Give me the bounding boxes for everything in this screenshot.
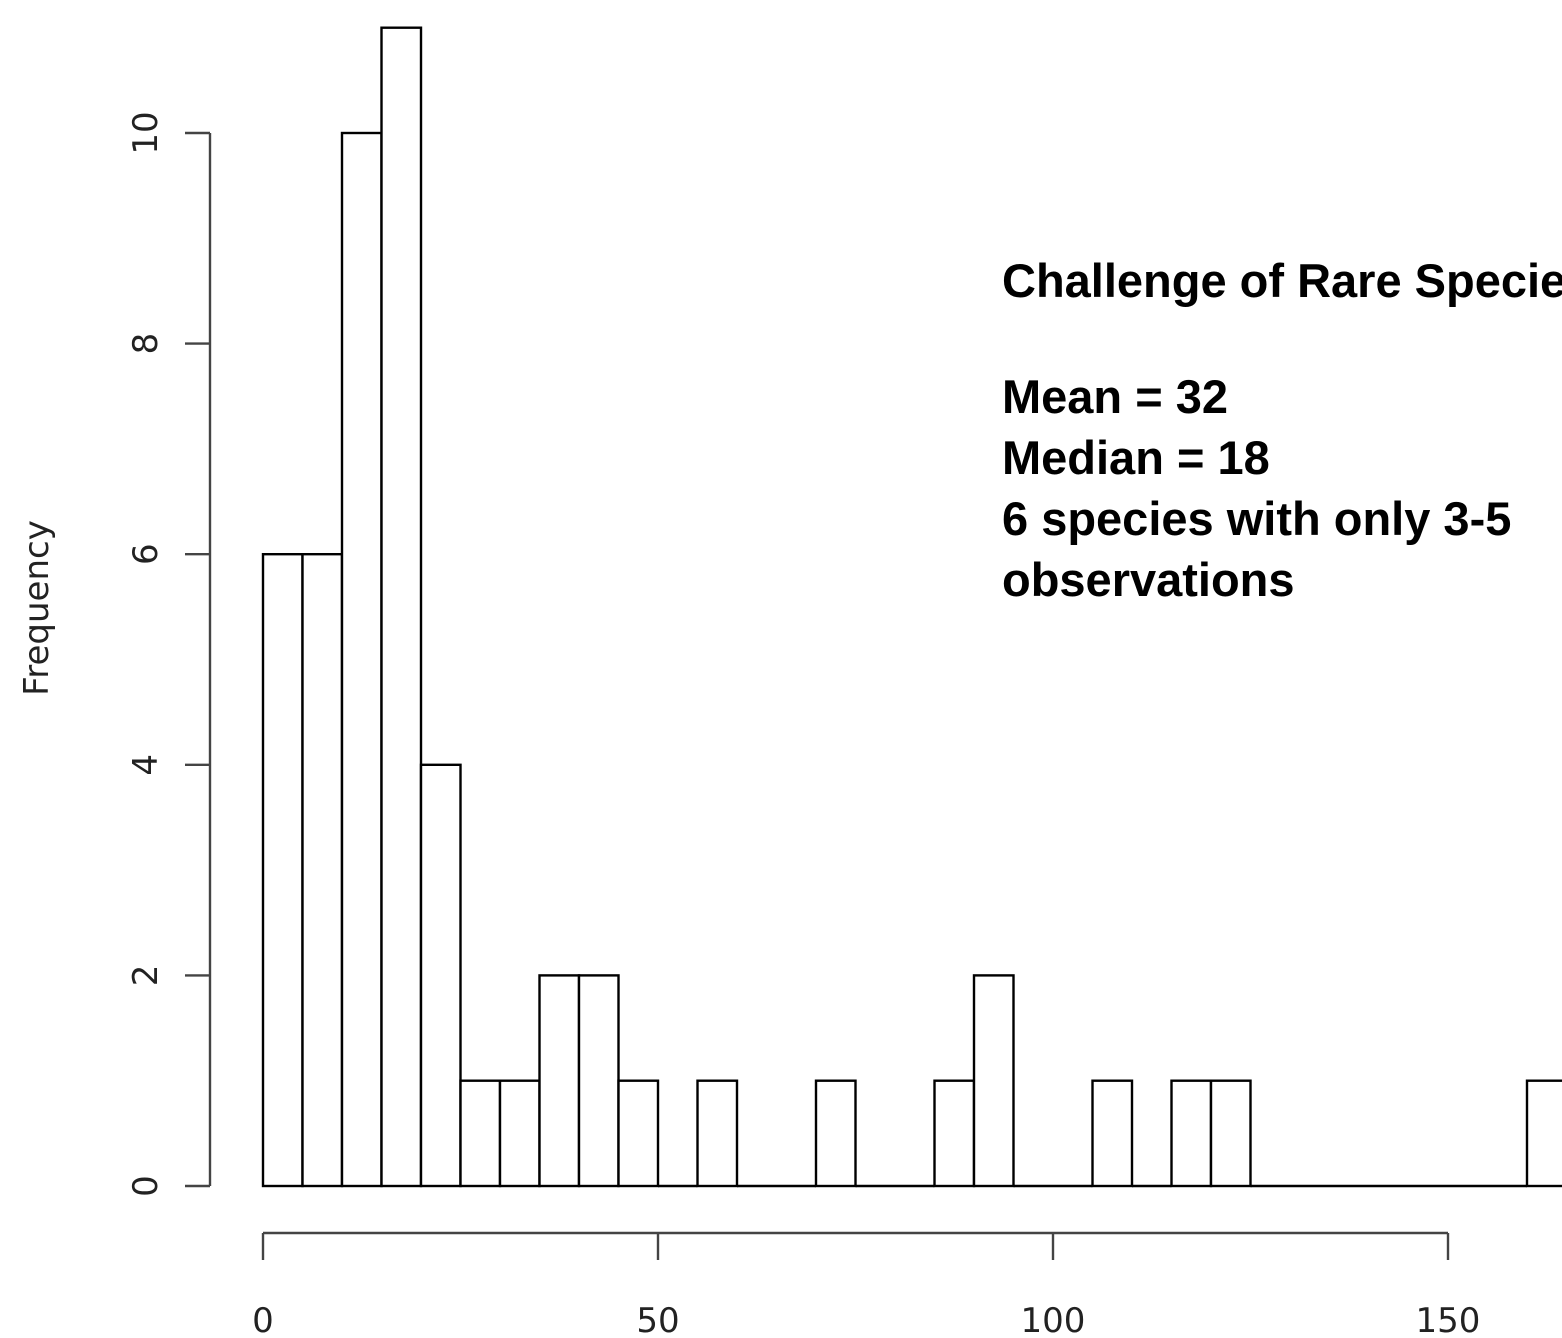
histogram-bar: [1091, 1079, 1134, 1188]
x-axis: 0 50 100 150: [252, 1231, 1481, 1338]
histogram-bar: [696, 1079, 739, 1188]
histogram-bar: [419, 763, 462, 1188]
histogram-bar: [814, 1079, 857, 1188]
histogram-bar: [972, 974, 1015, 1188]
histogram-bar: [933, 1079, 976, 1188]
histogram-bar: [1170, 1079, 1213, 1188]
histogram-bar: [459, 1079, 502, 1188]
annotation-heading: Challenge of Rare Species: [1002, 254, 1562, 307]
x-tick-label: 100: [1021, 1301, 1086, 1338]
histogram-bar: [577, 974, 620, 1188]
histogram-bar: [380, 26, 423, 1188]
bars-group: [261, 26, 1562, 1188]
histogram-bar: [498, 1079, 541, 1188]
annotation-mean: Mean = 32: [1002, 370, 1228, 423]
histogram-bar: [301, 553, 344, 1188]
annotation-rare-count-cont: observations: [1002, 553, 1295, 606]
y-axis-label: Frequency: [17, 520, 57, 696]
y-tick-label: 4: [126, 754, 166, 776]
y-tick-label: 8: [126, 333, 166, 355]
y-tick-label: 10: [126, 111, 166, 154]
histogram-bar: [538, 974, 581, 1188]
annotation-median: Median = 18: [1002, 431, 1270, 484]
y-tick-label: 0: [126, 1175, 166, 1197]
histogram-bar: [617, 1079, 660, 1188]
histogram-bar: [1209, 1079, 1252, 1188]
x-tick-label: 150: [1416, 1301, 1481, 1338]
x-tick-label: 0: [252, 1301, 274, 1338]
y-tick-label: 2: [126, 965, 166, 987]
y-axis: 0 2 4 6 8 10: [126, 111, 212, 1197]
annotation-box: Challenge of Rare Species Mean = 32 Medi…: [1002, 250, 1562, 610]
histogram-bar: [1525, 1079, 1562, 1188]
histogram-bar: [261, 553, 304, 1188]
annotation-rare-count: 6 species with only 3-5: [1002, 492, 1512, 545]
y-tick-label: 6: [126, 543, 166, 565]
x-tick-label: 50: [636, 1301, 679, 1338]
histogram-bar: [340, 131, 383, 1188]
